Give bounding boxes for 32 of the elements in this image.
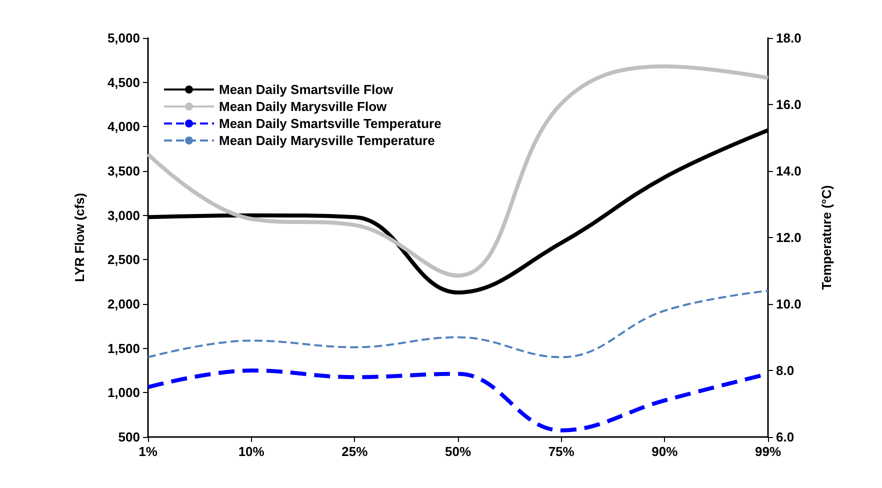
x-tick-label: 99% [754,444,782,459]
y-tick-label: 1,000 [107,385,140,400]
y2-tick-label: 8.0 [776,363,794,378]
y2-tick-label: 6.0 [776,430,794,444]
y-tick-label: 2,000 [107,296,140,312]
x-tick-label: 75% [548,444,575,459]
y-tick-label: 5,000 [107,30,140,46]
line-series [147,290,769,358]
y-tick-label: 1,500 [107,340,140,356]
legend-label: Mean Daily Marysville Flow [219,99,388,114]
legend-label: Mean Daily Smartsville Temperature [219,116,442,131]
y2-tick-label: 16.0 [776,97,802,112]
x-tick-label: 10% [238,444,265,459]
y2-tick-label: 12.0 [776,230,802,245]
y2-axis-title: Temperature (°C) [819,185,834,290]
x-tick-label: 25% [342,444,368,459]
y-tick-label: 3,500 [107,164,140,178]
y-tick-label: 500 [118,430,140,444]
y-axis-title: LYR Flow (cfs) [72,192,87,282]
y2-tick-label: 14.0 [776,164,802,178]
x-tick-label: 1% [138,444,158,459]
x-tick-label: 90% [652,444,678,459]
y2-tick-label: 18.0 [776,30,802,46]
line-series [146,64,770,278]
y2-tick-label: 10.0 [776,296,802,312]
y-tick-label: 4,500 [107,74,140,90]
x-tick-label: 50% [444,444,472,459]
legend-label: Mean Daily Smartsville Flow [219,82,394,97]
y-tick-label: 2,500 [107,252,140,268]
y-tick-label: 4,000 [107,119,140,134]
y-tick-label: 3,000 [107,208,140,223]
legend-label: Mean Daily Marysville Temperature [219,133,435,148]
